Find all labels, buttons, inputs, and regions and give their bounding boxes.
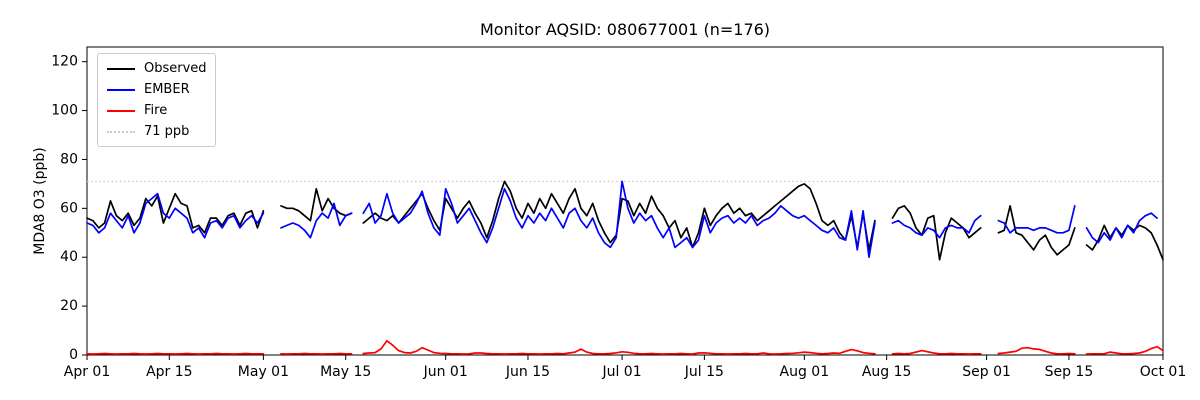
x-tick-label: Jun 15 [505,364,550,380]
x-tick-label: Jul 15 [684,364,724,380]
legend-item-threshold: 71 ppb [107,124,206,139]
y-tick-label: 0 [69,347,78,363]
y-tick-label: 100 [51,103,78,119]
y-tick-label: 40 [60,249,78,265]
y-tick-label: 20 [60,298,78,314]
legend-item-fire: Fire [107,103,206,118]
x-tick-label: Jul 01 [601,364,641,380]
x-tick-label: Sep 15 [1045,364,1094,380]
legend-label-ember: EMBER [144,82,190,97]
legend-label-threshold: 71 ppb [144,124,190,139]
x-tick-label: Apr 01 [64,364,110,380]
legend-swatch-observed [107,67,135,70]
x-tick-label: Jun 01 [423,364,468,380]
x-tick-label: Apr 15 [146,364,192,380]
series-line-ember [86,180,1158,259]
y-tick-label: 80 [60,151,78,167]
y-tick-label: 60 [60,200,78,216]
x-tick-label: Sep 01 [962,364,1011,380]
y-tick-label: 120 [51,54,78,70]
x-tick-label: May 01 [238,364,289,380]
legend-label-observed: Observed [144,61,207,76]
x-tick-label: Oct 01 [1140,364,1186,380]
series-line-fire [86,339,1164,355]
legend-item-ember: EMBER [107,82,206,97]
legend-label-fire: Fire [144,103,168,118]
legend: Observed EMBER Fire 71 ppb [97,53,216,147]
legend-swatch-fire [107,109,135,112]
legend-swatch-ember [107,88,135,91]
x-tick-label: Aug 15 [862,364,912,380]
x-tick-label: Aug 01 [780,364,830,380]
legend-item-observed: Observed [107,61,207,76]
legend-swatch-threshold [107,130,135,133]
y-axis-label: MDA8 O3 (ppb) [32,147,48,255]
plot-border [86,46,1164,356]
x-tick-label: May 15 [320,364,371,380]
chart-title: Monitor AQSID: 080677001 (n=176) [479,20,771,39]
